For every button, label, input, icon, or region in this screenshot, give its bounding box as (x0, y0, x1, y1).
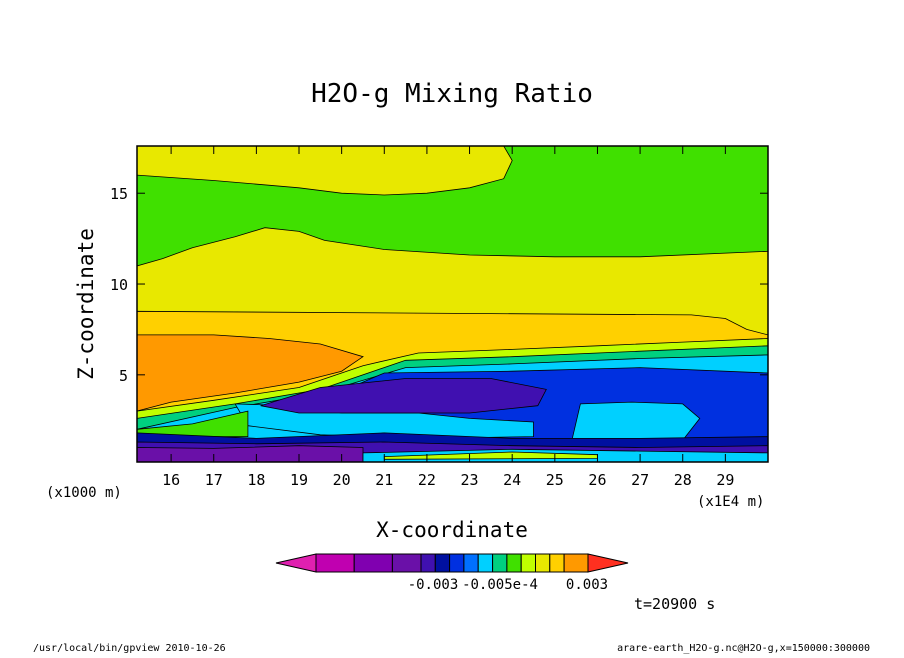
colorbar-end-left (275, 553, 317, 573)
contour-region-3 (137, 334, 364, 412)
colorbar: -0.003 -0.005e-4 0.003 (275, 553, 629, 593)
colorbar-segment (520, 553, 537, 573)
colorbar-end-right (587, 553, 629, 573)
plot-frame (136, 145, 769, 463)
x-tick-label: 26 (588, 471, 606, 489)
colorbar-segment (506, 553, 522, 573)
plot-area: 16 17 18 19 20 21 22 23 24 25 26 27 28 29 5 10 15 (110, 145, 769, 489)
colorbar-segment (315, 553, 355, 573)
colorbar-segment (563, 553, 589, 573)
contour-region-10 (260, 378, 547, 414)
colorbar-segment (535, 553, 551, 573)
x-tick-label: 29 (716, 471, 734, 489)
y-axis-label: Z-coordinate (74, 228, 98, 380)
y-tick-label: 5 (119, 367, 128, 385)
colorbar-label: -0.005e-4 (462, 577, 538, 593)
x-tick-label: 24 (503, 471, 521, 489)
x-tick-label: 25 (546, 471, 564, 489)
colorbar-segment (434, 553, 451, 573)
x-ticks: 16 17 18 19 20 21 22 23 24 25 26 27 28 29 (162, 146, 734, 489)
x-tick-label: 18 (247, 471, 265, 489)
colorbar-segment (449, 553, 465, 573)
contour-region-14 (137, 445, 364, 462)
y-unit-label: (x1000 m) (46, 485, 122, 501)
contour-region-11 (137, 410, 249, 438)
colorbar-label: 0.003 (566, 577, 608, 593)
y-tick-label: 15 (110, 185, 128, 203)
x-tick-label: 19 (290, 471, 308, 489)
colorbar-segment (549, 553, 565, 573)
footer-right: arare-earth_H2O-g.nc@H2O-g,x=150000:3000… (617, 643, 870, 654)
colorbar-segment (492, 553, 508, 573)
colorbar-label: -0.003 (408, 577, 459, 593)
y-ticks: 5 10 15 (110, 185, 768, 385)
x-tick-label: 28 (674, 471, 692, 489)
colorbar-segment (391, 553, 422, 573)
x-tick-label: 16 (162, 471, 180, 489)
time-label: t=20900 s (634, 595, 715, 613)
x-tick-label: 17 (205, 471, 223, 489)
y-tick-label: 10 (110, 276, 128, 294)
x-tick-label: 21 (375, 471, 393, 489)
contour-region-1 (137, 146, 768, 267)
contour-layers (137, 146, 768, 462)
footer-left: /usr/local/bin/gpview 2010-10-26 (33, 643, 226, 654)
chart-title: H2O-g Mixing Ratio (311, 79, 593, 109)
x-tick-label: 27 (631, 471, 649, 489)
x-tick-label: 20 (333, 471, 351, 489)
x-axis-label: X-coordinate (376, 518, 528, 542)
colorbar-segment (353, 553, 393, 573)
colorbar-segment (463, 553, 479, 573)
x-tick-label: 22 (418, 471, 436, 489)
x-tick-label: 23 (461, 471, 479, 489)
x-unit-label: (x1E4 m) (697, 494, 764, 510)
colorbar-segment (420, 553, 436, 573)
colorbar-segment (477, 553, 494, 573)
